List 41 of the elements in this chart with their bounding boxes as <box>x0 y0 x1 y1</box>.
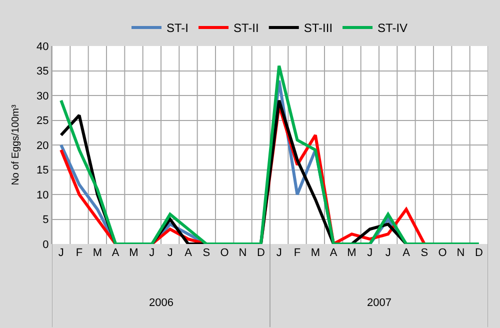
x-tick-label: J <box>149 247 155 259</box>
x-tick-label: M <box>92 247 102 259</box>
x-tick-label: A <box>402 247 411 259</box>
y-tick-label: 0 <box>42 238 49 251</box>
x-tick-label: F <box>294 247 301 259</box>
y-tick-label: 20 <box>36 140 49 152</box>
y-tick-label: 40 <box>36 40 49 53</box>
x-tick-label: D <box>256 247 265 259</box>
x-tick-label: A <box>112 247 120 259</box>
x-tick-label: D <box>474 247 483 259</box>
y-axis-title: No of Eggs/100m³ <box>10 104 22 186</box>
text: 2006 <box>149 297 174 309</box>
x-tick-label: M <box>129 247 138 259</box>
legend-label: ST-II <box>234 21 259 36</box>
x-tick-label: S <box>202 247 210 259</box>
x-tick-label: J <box>367 247 373 259</box>
x-tick-label: O <box>220 247 230 259</box>
x-tick-label: F <box>76 247 83 259</box>
line-series <box>60 64 480 244</box>
legend-label: ST-I <box>166 21 189 36</box>
x-tick-label: M <box>347 247 356 259</box>
y-tick-label: 10 <box>36 189 49 202</box>
x-tick-label: J <box>58 247 64 259</box>
x-tick-label: S <box>420 247 428 259</box>
y-tick-label: 25 <box>36 115 49 128</box>
x-tick-label: A <box>184 247 193 259</box>
y-tick-label: 30 <box>36 90 49 102</box>
y-tick-label: 5 <box>42 214 49 226</box>
y-tick-label: 15 <box>36 164 49 177</box>
legend-label: ST-IV <box>378 21 408 36</box>
x-tick-label: J <box>385 247 391 259</box>
legend-label: ST-III <box>304 21 333 36</box>
x-tick-label: N <box>456 247 465 259</box>
x-tick-label: O <box>438 247 448 259</box>
x-tick-label: J <box>276 247 282 259</box>
y-tick-label: 35 <box>36 66 49 78</box>
text: 2007 <box>367 297 392 309</box>
x-tick-label: M <box>310 247 320 259</box>
x-tick-label: N <box>238 247 247 259</box>
x-tick-label: J <box>167 247 173 259</box>
x-tick-label: A <box>330 247 338 259</box>
